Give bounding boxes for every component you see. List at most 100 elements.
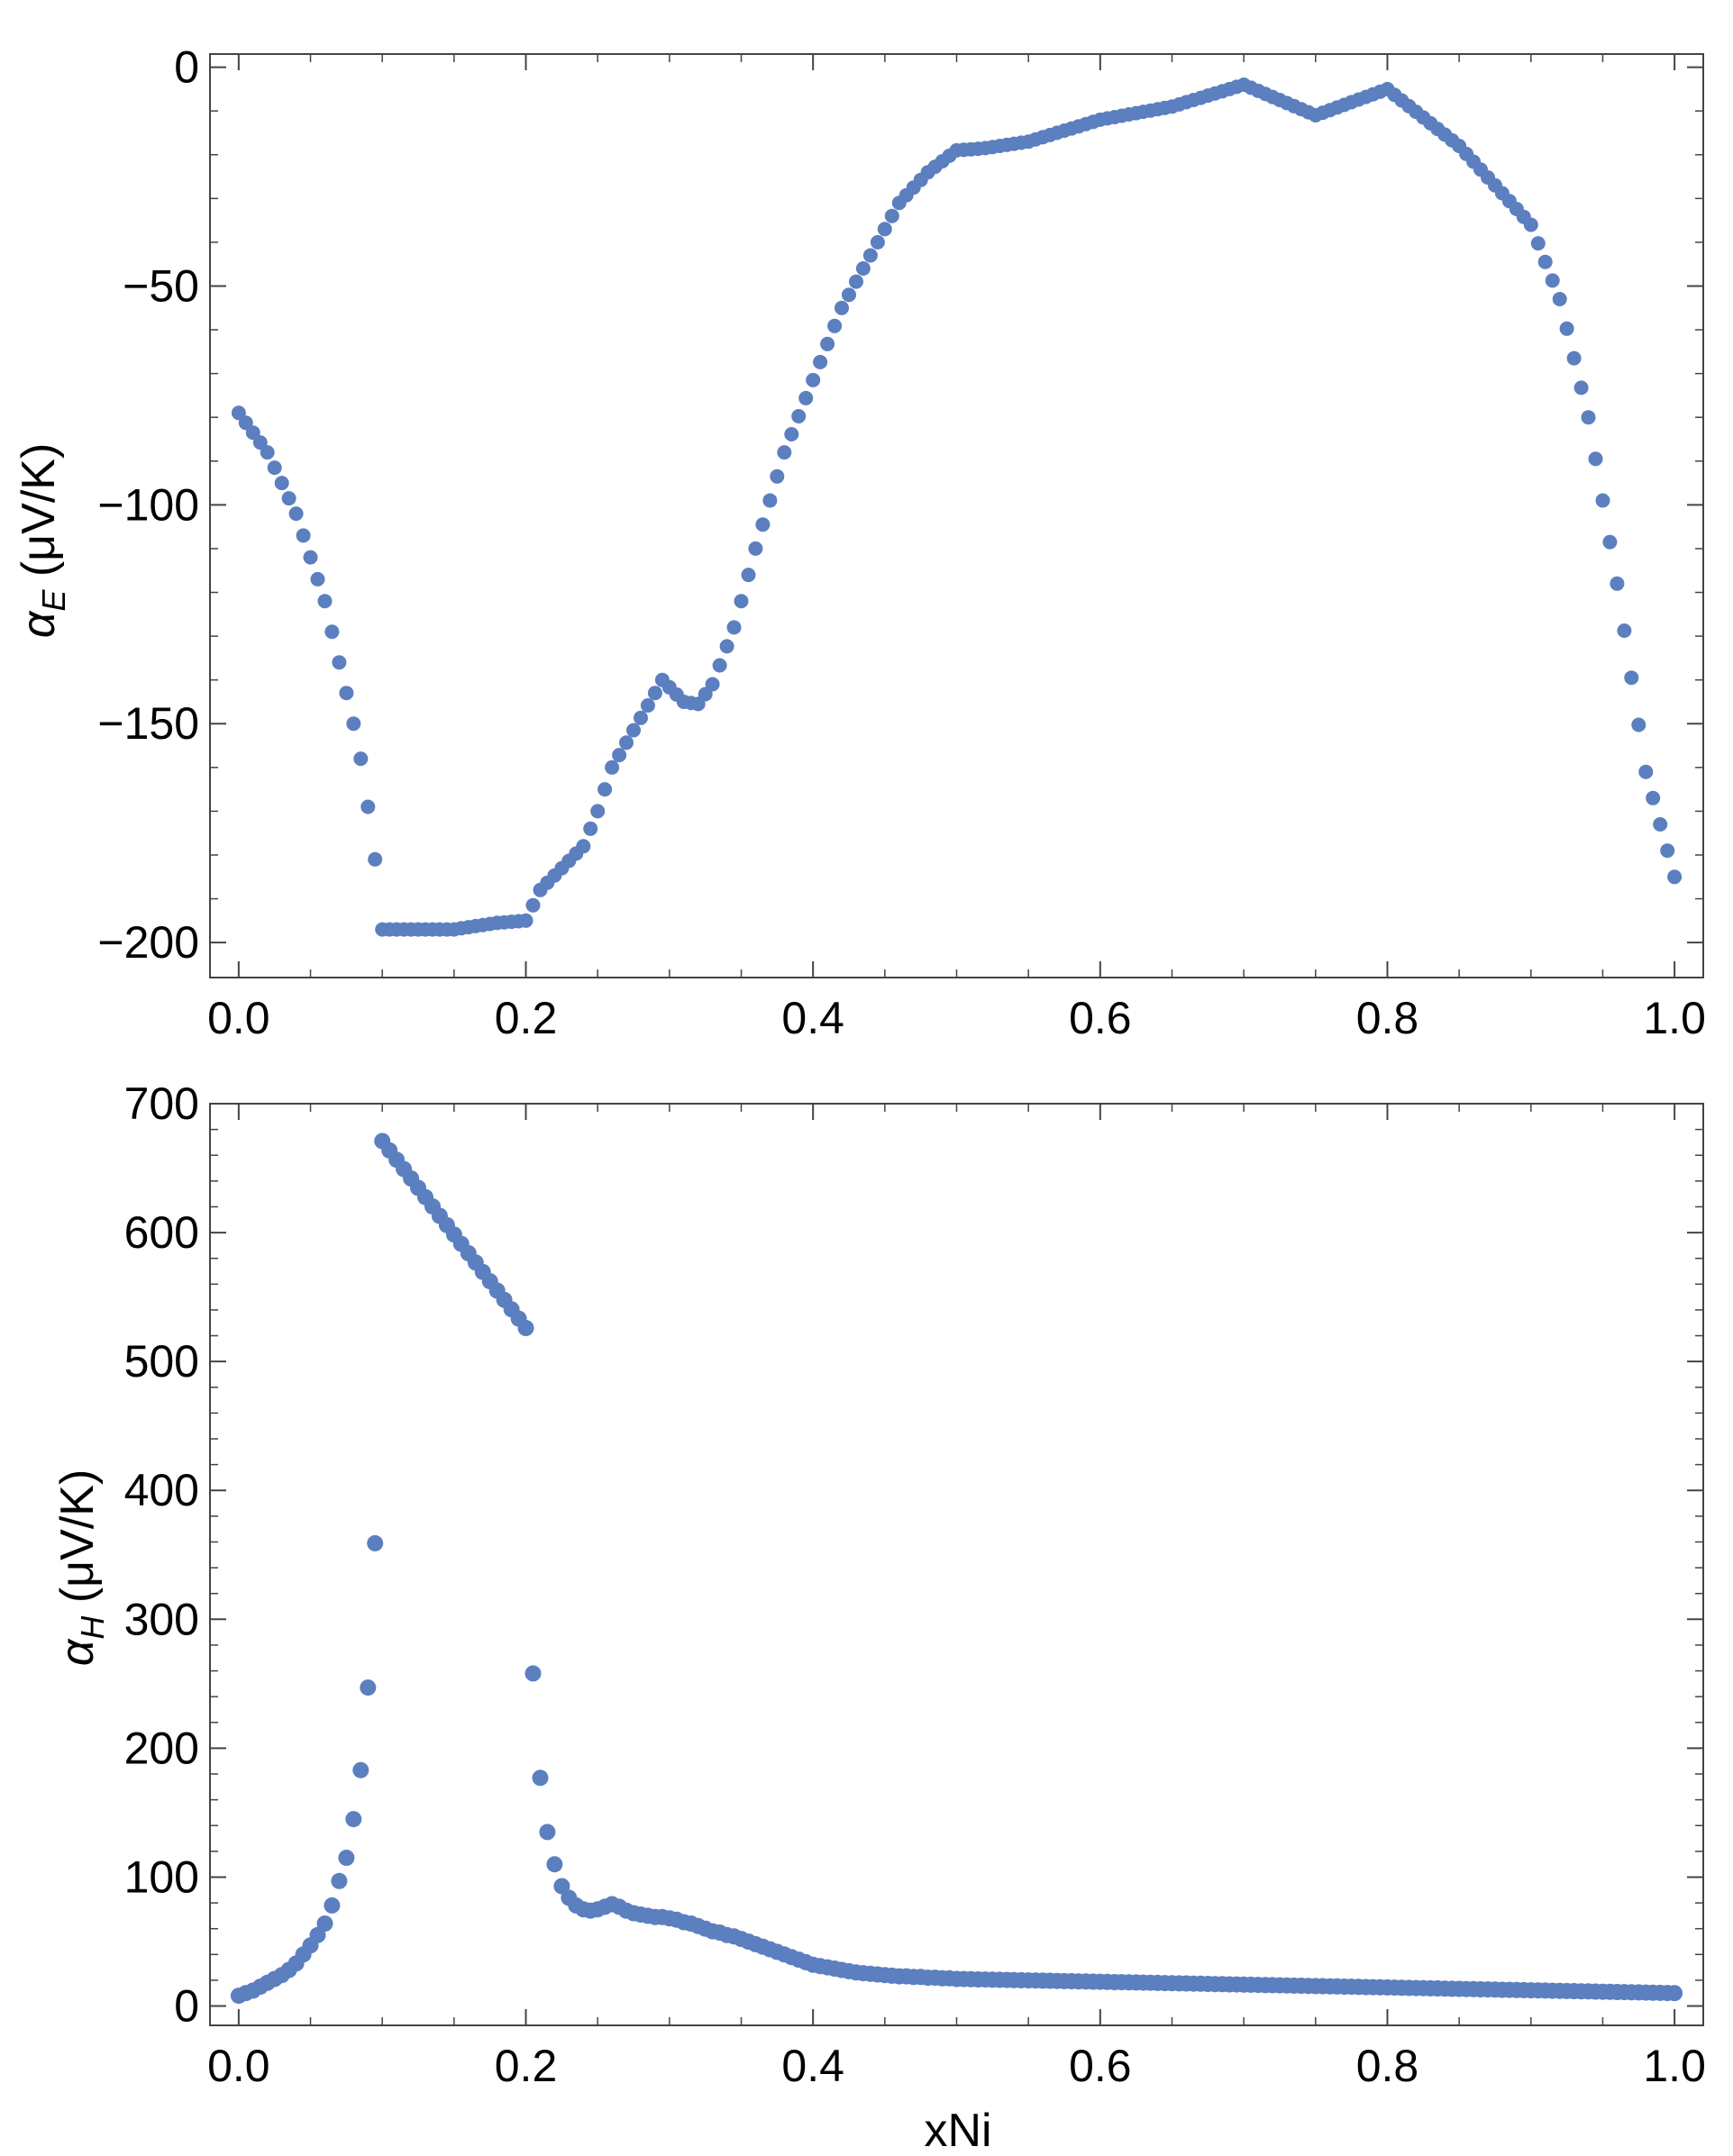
top-plot-frame bbox=[209, 53, 1704, 978]
top-data-point bbox=[1617, 623, 1632, 638]
top-data-point bbox=[734, 594, 749, 609]
top-y-tick-label: −100 bbox=[97, 479, 199, 530]
bottom-x-tick-label: 0.0 bbox=[207, 2041, 270, 2091]
top-data-point bbox=[597, 782, 613, 797]
top-data-point bbox=[1646, 790, 1661, 805]
top-data-point bbox=[1595, 493, 1610, 508]
top-y-axis-label: αE (μV/K) bbox=[13, 443, 72, 639]
top-data-point bbox=[303, 550, 318, 565]
bottom-x-axis-label: xNi bbox=[924, 2105, 991, 2156]
top-data-point bbox=[1660, 843, 1675, 859]
top-data-point bbox=[835, 300, 849, 315]
top-data-point bbox=[1653, 817, 1668, 832]
bottom-y-tick-label: 400 bbox=[124, 1465, 199, 1515]
bottom-y-tick-label: 700 bbox=[124, 1078, 199, 1129]
bottom-y-tick-label: 500 bbox=[124, 1336, 199, 1387]
bottom-data-point bbox=[316, 1915, 333, 1932]
bottom-data-point bbox=[338, 1850, 355, 1866]
top-data-point bbox=[755, 517, 771, 532]
top-y-tick-label: −200 bbox=[97, 917, 199, 968]
top-data-point bbox=[1602, 534, 1618, 550]
bottom-data-point bbox=[510, 1310, 527, 1327]
bottom-data-point bbox=[1666, 1985, 1683, 2002]
top-data-point bbox=[1566, 350, 1582, 366]
bottom-data-point bbox=[352, 1761, 369, 1778]
top-data-point bbox=[842, 287, 856, 303]
top-data-point bbox=[1610, 576, 1625, 591]
top-data-point bbox=[583, 821, 598, 836]
top-data-point bbox=[360, 799, 376, 814]
top-data-point bbox=[719, 639, 734, 654]
top-data-point bbox=[820, 336, 835, 351]
bottom-data-point bbox=[524, 1665, 542, 1682]
top-data-point bbox=[1667, 869, 1683, 885]
top-data-point bbox=[353, 751, 369, 767]
top-x-ticks: 0.0 0.2 0.4 0.6 0.8 1.0 bbox=[207, 54, 1706, 1043]
bottom-data-point bbox=[539, 1824, 556, 1841]
top-data-point bbox=[791, 409, 807, 423]
top-data-point bbox=[260, 445, 275, 460]
top-data-point bbox=[698, 687, 713, 702]
bottom-y-tick-label: 600 bbox=[124, 1207, 199, 1258]
top-data-point bbox=[310, 571, 325, 587]
top-data-point bbox=[346, 716, 361, 732]
bottom-y-tick-label: 300 bbox=[124, 1594, 199, 1644]
panel-top-seebeck-electron: 0.0 0.2 0.4 0.6 0.8 1.0 0 −50 −100 −150 −200 αE (… bbox=[13, 42, 1706, 1043]
top-data-point bbox=[1545, 273, 1560, 288]
bottom-data-point bbox=[553, 1878, 570, 1895]
top-data-point bbox=[317, 594, 333, 609]
top-data-point bbox=[612, 748, 627, 763]
bottom-data-point bbox=[324, 1897, 341, 1914]
bottom-x-tick-label: 0.6 bbox=[1069, 2041, 1132, 2091]
top-data-point bbox=[252, 435, 268, 450]
top-data-point bbox=[884, 208, 899, 223]
top-data-point bbox=[1581, 410, 1596, 425]
top-data-point bbox=[267, 460, 282, 476]
top-data-point bbox=[288, 506, 304, 522]
top-data-point bbox=[1573, 380, 1589, 396]
top-data-point bbox=[1552, 292, 1567, 306]
bottom-x-ticks: 0.0 0.2 0.4 0.6 0.8 1.0 bbox=[207, 1104, 1706, 2091]
bottom-x-tick-label: 0.8 bbox=[1356, 2041, 1419, 2091]
top-data-point bbox=[576, 839, 591, 854]
bottom-data-point bbox=[367, 1534, 384, 1551]
top-data-point bbox=[870, 234, 885, 250]
bottom-data-point bbox=[546, 1856, 563, 1873]
top-data-point bbox=[332, 655, 347, 670]
top-data-point bbox=[274, 476, 289, 491]
top-data-point bbox=[619, 735, 634, 751]
bottom-data-point bbox=[345, 1811, 362, 1828]
top-data-point bbox=[1559, 321, 1574, 336]
top-y-tick-label: 0 bbox=[174, 42, 199, 93]
top-data-point bbox=[231, 405, 246, 421]
top-data-point bbox=[712, 658, 727, 673]
top-data-point bbox=[1523, 217, 1538, 232]
top-data-point bbox=[726, 620, 742, 635]
top-data-point bbox=[590, 804, 606, 819]
bottom-data-point bbox=[532, 1769, 549, 1787]
panel-bottom-seebeck-hole: 0.0 0.2 0.4 0.6 0.8 1.0 0 100 200 300 400 500 600 70… bbox=[51, 1078, 1706, 2156]
top-x-tick-label: 0.0 bbox=[207, 993, 270, 1043]
top-data-point bbox=[634, 710, 648, 725]
top-data-point bbox=[813, 354, 828, 369]
top-data-point bbox=[647, 686, 662, 701]
top-data-point bbox=[855, 261, 871, 276]
top-data-point bbox=[1638, 764, 1654, 779]
top-data-point bbox=[525, 897, 541, 913]
bottom-x-tick-label: 0.4 bbox=[781, 2041, 844, 2091]
bottom-y-ticks: 0 100 200 300 400 500 600 700 bbox=[124, 1078, 1703, 2032]
top-data-point bbox=[877, 222, 892, 237]
top-x-tick-label: 0.6 bbox=[1069, 993, 1132, 1043]
top-data-point bbox=[518, 913, 534, 928]
bottom-x-tick-label: 0.2 bbox=[495, 2041, 558, 2091]
top-data-point bbox=[626, 723, 641, 738]
bottom-y-tick-label: 200 bbox=[124, 1723, 199, 1773]
top-data-point bbox=[827, 318, 843, 333]
top-data-point bbox=[748, 541, 763, 556]
top-data-point bbox=[770, 468, 785, 484]
bottom-data-point bbox=[309, 1926, 326, 1943]
top-data-point bbox=[1624, 670, 1639, 686]
bottom-plot-frame bbox=[209, 1103, 1704, 2026]
top-x-tick-label: 0.4 bbox=[781, 993, 844, 1043]
top-data-point bbox=[281, 491, 296, 506]
